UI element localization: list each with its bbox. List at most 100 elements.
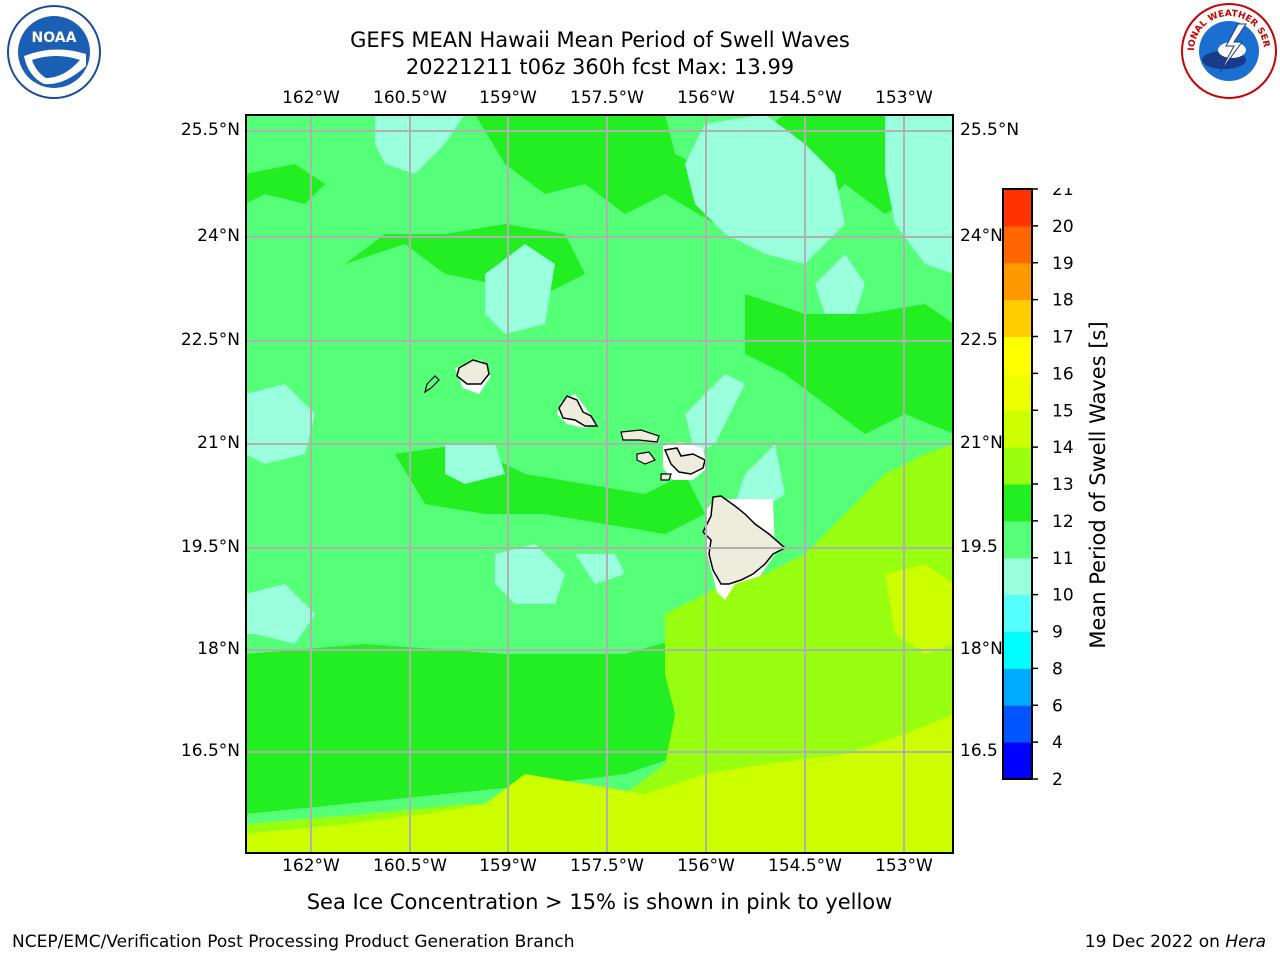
lon-label-bottom: 157.5°W (570, 856, 644, 876)
colorbar-tick-label: 14 (1052, 438, 1074, 458)
colorbar-band (1003, 631, 1032, 669)
lat-label-right: 24°N (960, 226, 1003, 246)
contour-13-14-mid (685, 774, 745, 814)
island-molokai (620, 429, 660, 443)
lat-label-right: 18°N (960, 639, 1003, 659)
footer-date-text: 19 Dec 2022 on (1084, 932, 1226, 952)
contour-9-10-s (495, 544, 565, 604)
colorbar-band (1003, 668, 1032, 706)
colorbar: 2 4 6 8 9 10 11 12 13 14 15 16 17 18 19 20 21 (1002, 188, 1074, 788)
lat-label-left: 16.5°N (180, 741, 240, 761)
island-kauai (456, 359, 490, 385)
colorbar-band (1003, 484, 1032, 522)
colorbar-band (1003, 189, 1032, 227)
colorbar-tick-label: 2 (1052, 770, 1063, 788)
lon-label-bottom: 159°W (479, 856, 537, 876)
colorbar-band (1003, 225, 1032, 264)
colorbar-band (1003, 594, 1032, 632)
sea-ice-caption: Sea Ice Concentration > 15% is shown in … (306, 890, 893, 914)
footer-date: 19 Dec 2022 on Hera (1085, 932, 1266, 952)
island-niihau (424, 375, 440, 394)
colorbar-tick-label: 19 (1052, 254, 1074, 274)
map-frame (245, 114, 954, 854)
lon-label-bottom: 156°W (677, 856, 735, 876)
colorbar-band (1003, 262, 1032, 301)
colorbar-tick-label: 17 (1052, 328, 1074, 348)
colorbar-band (1003, 447, 1032, 485)
noaa-logo: NOAA (7, 5, 101, 99)
lat-label-left: 22.5°N (180, 330, 240, 350)
colorbar-tick-label: 13 (1052, 475, 1074, 495)
lat-label-right: 22.5 (960, 330, 998, 350)
contour-fields (245, 114, 954, 854)
colorbar-band (1003, 299, 1032, 337)
lat-label-left: 18°N (197, 639, 240, 659)
colorbar-tick-label: 15 (1052, 401, 1074, 421)
colorbar-band (1003, 742, 1032, 780)
lon-label-top: 162°W (282, 88, 340, 108)
lat-label-left: 24°N (197, 226, 240, 246)
island-lanai (636, 451, 656, 465)
colorbar-band (1003, 557, 1032, 596)
lat-label-right: 16.5 (960, 741, 998, 761)
lat-label-right: 25.5°N (960, 120, 1020, 140)
colorbar-tick-label: 8 (1052, 659, 1063, 679)
nws-logo: NATIONAL WEATHER SERVICE (1180, 2, 1277, 99)
lon-label-top: 157.5°W (570, 88, 644, 108)
colorbar-tick-label: 18 (1052, 291, 1074, 311)
colorbar-tick-label: 20 (1052, 217, 1074, 237)
contour-13-14-e (885, 564, 954, 654)
island-kahoolawe (660, 473, 672, 481)
contour-9-10-mid (485, 244, 555, 334)
islands (424, 359, 787, 600)
colorbar-tick-label: 11 (1052, 549, 1074, 569)
contour-9-10-north (375, 114, 465, 174)
lon-label-bottom: 154.5°W (768, 856, 842, 876)
contour-9-10-s2 (575, 554, 625, 584)
lon-label-bottom: 162°W (282, 856, 340, 876)
colorbar-band (1003, 705, 1032, 743)
contour-11-12-south (245, 634, 725, 814)
island-hawaii (702, 495, 787, 585)
noaa-logo-text: NOAA (32, 30, 77, 46)
colorbar-label: Mean Period of Swell Waves [s] (1086, 321, 1110, 649)
footer-host: Hera (1225, 932, 1266, 952)
contour-9-10-c (685, 374, 745, 454)
lon-label-top: 159°W (479, 88, 537, 108)
contour-9-10-c2 (735, 444, 785, 514)
lon-label-bottom: 160.5°W (373, 856, 447, 876)
lat-label-right: 21°N (960, 433, 1003, 453)
colorbar-tick-label: 21 (1052, 188, 1074, 200)
graticule (245, 114, 954, 854)
colorbar-band (1003, 410, 1032, 448)
contour-13-14-south (245, 714, 954, 854)
contour-11-12-nw (245, 164, 325, 204)
lon-label-top: 160.5°W (373, 88, 447, 108)
contour-9-10-ne2 (885, 114, 954, 274)
colorbar-band (1003, 373, 1032, 411)
lon-label-top: 154.5°W (768, 88, 842, 108)
map-subtitle: 20221211 t06z 360h fcst Max: 13.99 (405, 55, 795, 79)
colorbar-tick-label: 16 (1052, 364, 1074, 384)
contour-11-12-east (745, 294, 954, 434)
lon-label-bottom: 153°W (875, 856, 933, 876)
lon-label-top: 156°W (677, 88, 735, 108)
island-maui (663, 447, 706, 475)
swell-period-map (245, 114, 954, 854)
footer-branch: NCEP/EMC/Verification Post Processing Pr… (12, 932, 575, 952)
colorbar-tick-label: 9 (1052, 623, 1063, 643)
map-title: GEFS MEAN Hawaii Mean Period of Swell Wa… (350, 28, 850, 52)
colorbar-band (1003, 520, 1032, 559)
lat-label-right: 19.5 (960, 537, 998, 557)
lat-label-left: 25.5°N (180, 120, 240, 140)
colorbar-band (1003, 336, 1032, 374)
colorbar-tick-label: 6 (1052, 696, 1063, 716)
lat-label-left: 21°N (197, 433, 240, 453)
contour-9-10-e (815, 254, 865, 314)
lon-label-top: 153°W (875, 88, 933, 108)
colorbar-tick-label: 12 (1052, 512, 1074, 532)
contour-11-12-north (475, 114, 954, 224)
contour-9-10-sw (245, 584, 315, 644)
colorbar-tick-label: 10 (1052, 586, 1074, 606)
colorbar-tick-label: 4 (1052, 733, 1063, 753)
